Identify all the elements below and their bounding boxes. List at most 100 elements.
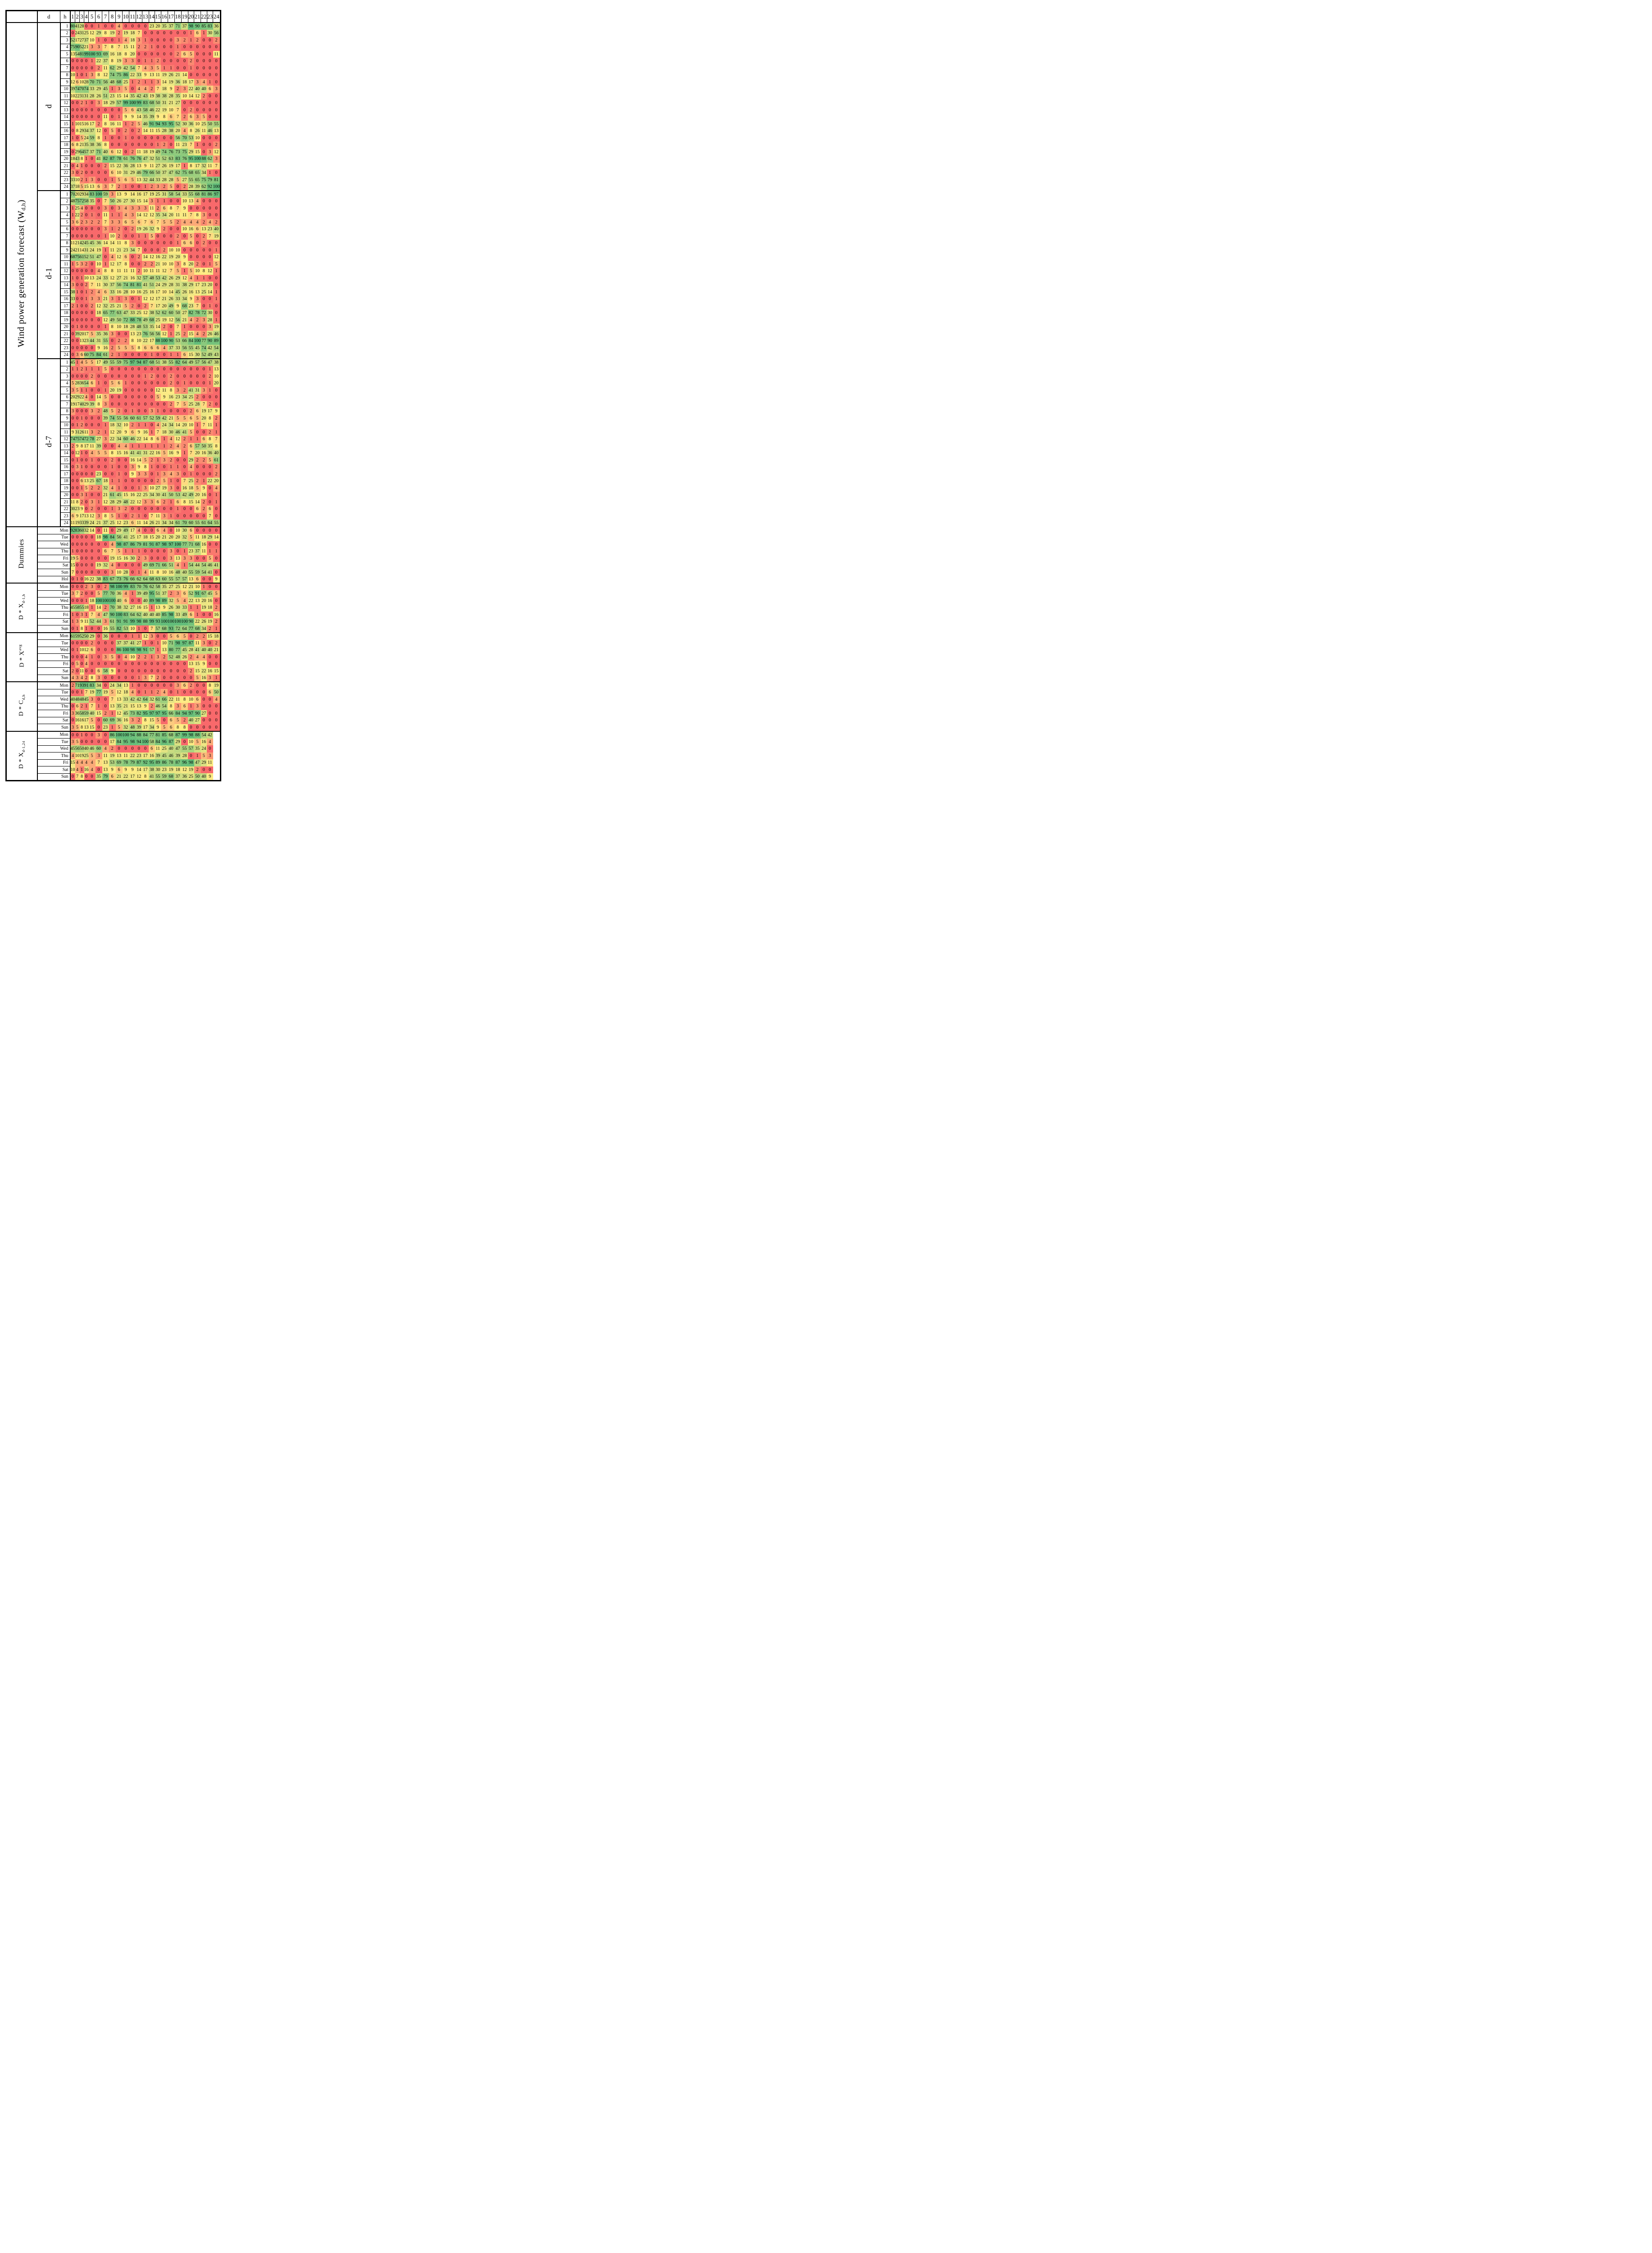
heatmap-cell: 0: [102, 254, 109, 261]
heatmap-cell: 9: [155, 114, 161, 121]
heatmap-cell: 16: [149, 288, 155, 296]
heatmap-cell: 9: [207, 773, 213, 781]
heatmap-cell: 5: [194, 415, 201, 422]
heatmap-cell: 3: [155, 183, 161, 191]
table-row: Tue 0 0 1 7 19 77 19 5 12 18 4 0 1 1 2 4 0 1 0 0 0 0 6 50: [6, 689, 220, 696]
heatmap-cell: 100: [174, 618, 181, 625]
heatmap-cell: 10: [75, 176, 80, 183]
heatmap-cell: 72: [84, 436, 89, 443]
heatmap-cell: 45: [181, 647, 188, 654]
heatmap-cell: 2: [188, 408, 194, 415]
heatmap-cell: 97: [168, 541, 174, 548]
heatmap-cell: 71: [188, 541, 194, 548]
heatmap-cell: 0: [109, 106, 116, 114]
heatmap-cell: 23: [84, 337, 89, 345]
heatmap-cell: 0: [102, 456, 109, 464]
heatmap-cell: 9: [79, 618, 84, 625]
heatmap-cell: 0: [188, 100, 194, 107]
row-label-hour: 7: [60, 233, 71, 240]
heatmap-cell: 22: [188, 597, 194, 604]
heatmap-cell: 0: [70, 730, 75, 739]
heatmap-cell: 0: [194, 106, 201, 114]
heatmap-cell: 24: [161, 422, 168, 429]
heatmap-cell: 2: [188, 681, 194, 689]
heatmap-cell: 0: [188, 632, 194, 640]
heatmap-cell: 36: [174, 78, 181, 86]
heatmap-cell: 22: [168, 696, 174, 703]
heatmap-cell: 38: [88, 141, 96, 149]
table-row: 19 0 29 64 57 37 71 40 6 12 0 2 11 18 19 49 74 76 73 75 29 15…: [6, 148, 220, 156]
heatmap-cell: 17: [194, 162, 201, 169]
heatmap-cell: 0: [174, 64, 181, 72]
heatmap-cell: 0: [149, 555, 155, 562]
heatmap-cell: 3: [194, 296, 201, 303]
heatmap-cell: 11: [122, 268, 129, 275]
heatmap-cell: 0: [70, 316, 75, 324]
heatmap-cell: 56: [174, 134, 181, 141]
table-row: 8 3 0 0 0 3 2 48 5 2 0 1 0 0 3 1 0 0 0 0 2 6 19 17 9: [6, 407, 220, 415]
heatmap-cell: 2: [207, 625, 213, 633]
heatmap-cell: 85: [161, 611, 168, 618]
heatmap-cell: 5: [188, 50, 194, 58]
heatmap-cell: 32: [201, 162, 207, 169]
heatmap-cell: 0: [95, 205, 102, 212]
heatmap-cell: 1: [115, 512, 123, 520]
heatmap-cell: 1: [102, 387, 109, 394]
heatmap-cell: 26: [142, 226, 149, 233]
heatmap-cell: 2: [142, 44, 149, 51]
row-label-day: Tue: [37, 639, 71, 647]
heatmap-cell: 0: [70, 226, 75, 233]
row-label-hour: 21: [60, 498, 71, 506]
heatmap-cell: 0: [155, 555, 161, 562]
heatmap-cell: 99: [181, 730, 188, 739]
heatmap-cell: 35: [88, 198, 96, 205]
heatmap-cell: 4: [136, 526, 142, 534]
table-row: 9 12 6 10 28 70 71 56 48 68 25 1 2 1 1 3 14 19 36 18 17 3 4 1 0: [6, 78, 220, 86]
heatmap-cell: 12: [155, 387, 161, 394]
heatmap-cell: 18: [95, 310, 102, 317]
heatmap-cell: 99: [136, 100, 142, 107]
heatmap-cell: 29: [115, 526, 123, 534]
column-header-d: d: [37, 10, 60, 23]
heatmap-cell: 2: [201, 233, 207, 240]
heatmap-cell: 0: [161, 464, 168, 471]
table-row: Sat 1 3 9 11 52 44 3 61 91 91 99 98 88 99 93 100 100 100 10…: [6, 618, 220, 625]
heatmap-cell: 47: [122, 310, 129, 317]
heatmap-cell: 7: [88, 703, 96, 710]
heatmap-cell: 89: [161, 597, 168, 604]
heatmap-cell: 7: [181, 478, 188, 485]
heatmap-cell: 16: [136, 288, 142, 296]
heatmap-cell: 0: [75, 730, 80, 739]
heatmap-cell: 75: [75, 198, 80, 205]
heatmap-cell: 1: [75, 302, 80, 310]
heatmap-cell: 0: [70, 534, 75, 541]
heatmap-cell: 3: [88, 583, 96, 590]
heatmap-cell-empty: [213, 773, 220, 781]
heatmap-cell: 1: [84, 625, 89, 633]
heatmap-cell: 1: [79, 387, 84, 394]
heatmap-cell: 52: [201, 351, 207, 359]
heatmap-cell: 49: [181, 611, 188, 618]
heatmap-cell: 10: [75, 752, 80, 759]
heatmap-cell: 0: [84, 212, 89, 219]
heatmap-cell: 7: [115, 44, 123, 51]
heatmap-cell: 38: [213, 358, 220, 366]
heatmap-cell: 18: [88, 597, 96, 604]
heatmap-cell: 11: [84, 618, 89, 625]
heatmap-cell: 43: [142, 92, 149, 100]
heatmap-cell: 19: [95, 246, 102, 254]
heatmap-cell: 77: [174, 647, 181, 654]
heatmap-cell: 2: [181, 387, 188, 394]
heatmap-cell: 84: [188, 337, 194, 345]
heatmap-cell: 0: [168, 681, 174, 689]
heatmap-cell: 7: [84, 689, 89, 696]
heatmap-cell: 3: [194, 703, 201, 710]
heatmap-cell: 0: [207, 72, 213, 79]
heatmap-cell: 0: [102, 36, 109, 44]
row-label-hour: 16: [60, 127, 71, 135]
heatmap-cell: 5: [168, 219, 174, 226]
heatmap-cell: 16: [136, 604, 142, 611]
heatmap-cell: 2: [161, 226, 168, 233]
heatmap-cell: 0: [194, 689, 201, 696]
heatmap-cell: 2: [149, 703, 155, 710]
